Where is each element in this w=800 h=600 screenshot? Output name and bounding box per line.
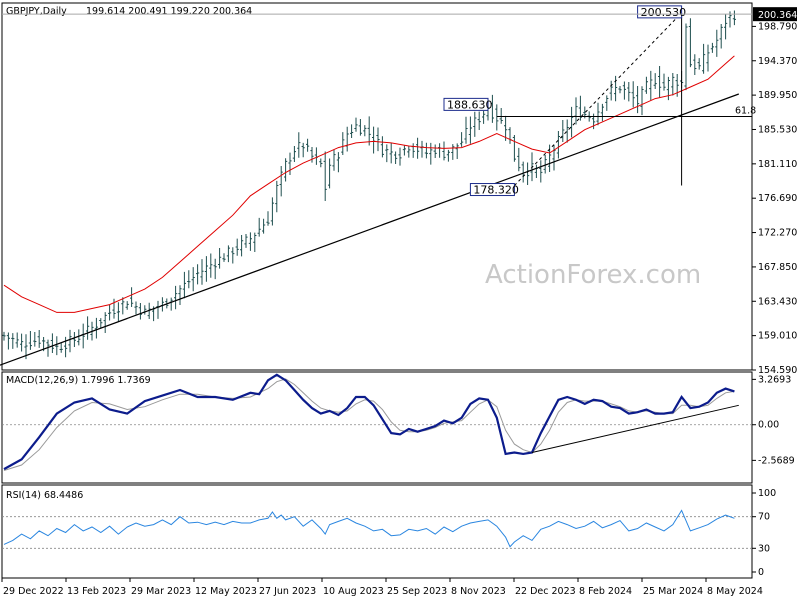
x-tick-label: 22 Dec 2023 — [515, 586, 576, 597]
x-tick-label: 25 Sep 2023 — [387, 586, 447, 597]
x-tick-label: 8 Feb 2024 — [579, 586, 632, 597]
panel-frames — [1, 2, 753, 579]
x-tick-label: 13 Feb 2023 — [67, 586, 126, 597]
fibonacci-dashed-line — [514, 12, 682, 186]
price-panel-frame — [1, 2, 753, 371]
x-tick-label: 29 Mar 2023 — [131, 586, 191, 597]
rsi-tick-label: 70 — [758, 512, 770, 523]
x-tick-label: 8 Nov 2023 — [451, 586, 506, 597]
static-text: ActionForex.com GBPJPY,Daily 199.614 200… — [6, 6, 701, 501]
x-tick-label: 12 May 2023 — [195, 586, 257, 597]
ohlc-readout: 199.614 200.491 199.220 200.364 — [86, 6, 252, 17]
last-price-label: 200.364 — [758, 10, 797, 21]
price-tick-label: 185.530 — [758, 124, 797, 135]
price-tick-label: 176.690 — [758, 193, 797, 204]
price-tick-label: 172.270 — [758, 228, 797, 239]
rsi-panel-frame — [1, 484, 753, 579]
price-tick-label: 198.790 — [758, 21, 797, 32]
annotation-label: 178.320 — [473, 184, 519, 197]
symbol-label: GBPJPY,Daily — [6, 6, 67, 17]
x-tick-label: 25 Mar 2024 — [643, 586, 703, 597]
macd-panel-frame — [1, 371, 753, 484]
price-tick-label: 163.430 — [758, 296, 797, 307]
x-tick-label: 27 Jun 2023 — [259, 586, 316, 597]
rsi-label: RSI(14) 68.4486 — [6, 490, 83, 501]
moving-average-line — [3, 55, 735, 313]
price-tick-label: 159.010 — [758, 331, 797, 342]
annotation-label: 188.630 — [447, 98, 493, 111]
last-price-tag — [753, 7, 797, 22]
x-tick-label: 10 Aug 2023 — [323, 586, 384, 597]
macd-tick-label: 0.00 — [758, 420, 779, 431]
price-tick-label: 154.590 — [758, 365, 797, 376]
rsi-line — [3, 509, 735, 548]
price-tick-label: 194.370 — [758, 56, 797, 67]
price-trendline — [0, 93, 740, 366]
x-tick-label: 29 Dec 2022 — [3, 586, 64, 597]
annotation-box — [469, 183, 515, 197]
macd-signal-line — [3, 378, 735, 471]
macd-tick-label: -2.5689 — [758, 455, 795, 466]
watermark: ActionForex.com — [485, 260, 701, 290]
plot-layer: 61.8 200.530 188.630 178.320 — [0, 5, 756, 549]
annotation-label: 200.530 — [641, 6, 687, 19]
fib-level-label: 61.8 — [735, 105, 756, 116]
price-tick-label: 189.950 — [758, 90, 797, 101]
macd-trendline — [531, 404, 739, 453]
macd-label: MACD(12,26,9) 1.7996 1.7369 — [6, 375, 151, 386]
macd-line — [3, 373, 735, 471]
rsi-tick-label: 30 — [758, 543, 770, 554]
price-tick-label: 167.850 — [758, 262, 797, 273]
macd-tick-label: 3.2693 — [758, 374, 791, 385]
price-bars — [2, 10, 736, 360]
x-tick-label: 8 May 2024 — [707, 586, 763, 597]
price-tick-label: 181.110 — [758, 159, 797, 170]
annotation-box — [637, 5, 683, 19]
annotation-box — [443, 97, 489, 111]
rsi-tick-label: 0 — [758, 567, 764, 578]
rsi-tick-label: 100 — [758, 488, 776, 499]
